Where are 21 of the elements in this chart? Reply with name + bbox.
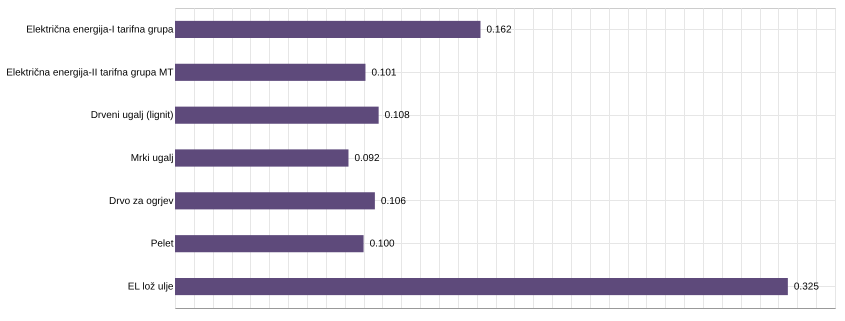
y-tick-label: Pelet xyxy=(150,238,174,250)
bar xyxy=(175,64,366,81)
bar xyxy=(175,235,364,252)
y-tick-label: Električna energija-I tarifna grupa xyxy=(26,24,174,36)
bar xyxy=(175,278,788,296)
bar xyxy=(175,20,480,38)
data-label: 0.100 xyxy=(370,238,396,250)
y-tick-label: EL lož ulje xyxy=(128,282,174,293)
bar xyxy=(175,192,375,210)
bar xyxy=(175,106,379,124)
data-label: 0.101 xyxy=(371,67,397,78)
y-tick-label: Električna energija-II tarifna grupa MT xyxy=(6,67,174,78)
y-tick-label: Drvo za ogrjev xyxy=(109,196,174,207)
data-label: 0.325 xyxy=(794,282,820,293)
bar xyxy=(175,149,348,167)
y-tick-label: Mrki ugalj xyxy=(130,153,174,164)
y-tick-label: Drveni ugalj (lignit) xyxy=(90,110,174,122)
data-label: 0.092 xyxy=(354,153,380,164)
data-label: 0.162 xyxy=(486,24,512,36)
data-label: 0.106 xyxy=(380,196,406,207)
data-label: 0.108 xyxy=(384,110,410,122)
